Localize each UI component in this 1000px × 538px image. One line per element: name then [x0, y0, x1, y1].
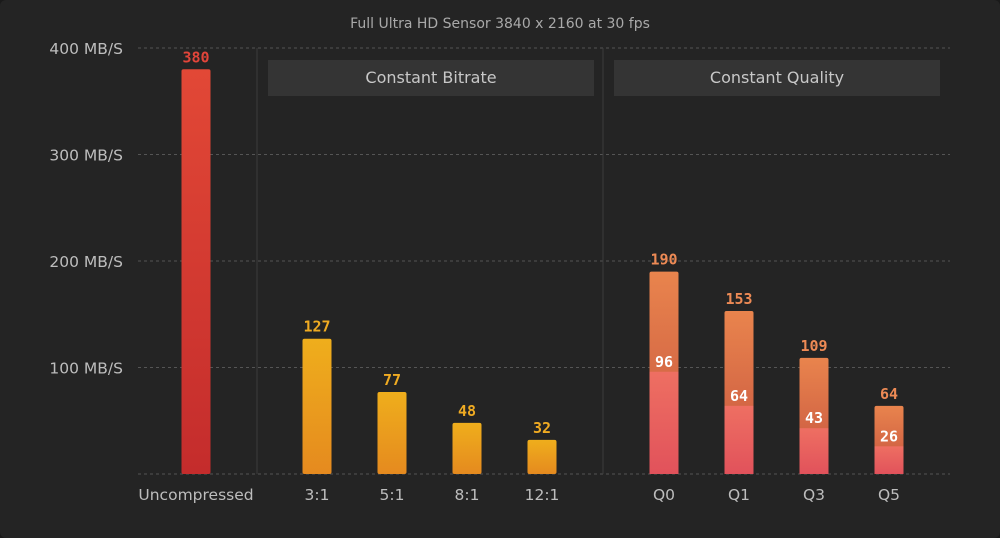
group-header-label: Constant Quality	[710, 68, 844, 87]
y-tick-label: 400 MB/S	[49, 40, 123, 58]
x-tick-label: Q0	[653, 486, 675, 504]
bar-inner-segment	[649, 371, 679, 474]
inner-value-label: 26	[880, 427, 898, 445]
bar-inner-segment	[799, 428, 829, 474]
x-tick-label: 8:1	[455, 486, 480, 504]
bar	[527, 439, 557, 474]
data-label: 64	[880, 385, 898, 403]
bar	[181, 69, 211, 475]
x-tick-label: 12:1	[525, 486, 560, 504]
data-label: 127	[303, 318, 330, 336]
inner-value-label: 43	[805, 409, 823, 427]
data-label: 48	[458, 402, 476, 420]
bar-inner-segment	[724, 405, 754, 474]
bar	[377, 391, 407, 474]
x-tick-label: Q3	[803, 486, 825, 504]
data-label: 32	[533, 419, 551, 437]
bar	[452, 422, 482, 474]
x-tick-label: Q1	[728, 486, 750, 504]
group-header-box	[268, 60, 594, 96]
x-tick-label: Uncompressed	[138, 486, 253, 504]
data-label: 190	[650, 251, 677, 269]
y-tick-label: 100 MB/S	[49, 360, 123, 378]
x-tick-label: 3:1	[305, 486, 330, 504]
data-label: 77	[383, 371, 401, 389]
bar	[302, 338, 332, 474]
x-tick-label: Q5	[878, 486, 900, 504]
y-tick-label: 200 MB/S	[49, 253, 123, 271]
data-label: 153	[725, 290, 752, 308]
group-header-box	[614, 60, 940, 96]
inner-value-label: 96	[655, 353, 673, 371]
data-label: 109	[800, 337, 827, 355]
x-tick-label: 5:1	[380, 486, 405, 504]
bar-inner-segment	[874, 446, 904, 474]
inner-value-label: 64	[730, 387, 748, 405]
data-label: 380	[182, 48, 209, 66]
group-header-label: Constant Bitrate	[365, 68, 496, 87]
chart-title: Full Ultra HD Sensor 3840 x 2160 at 30 f…	[350, 16, 650, 32]
y-tick-label: 300 MB/S	[49, 147, 123, 165]
